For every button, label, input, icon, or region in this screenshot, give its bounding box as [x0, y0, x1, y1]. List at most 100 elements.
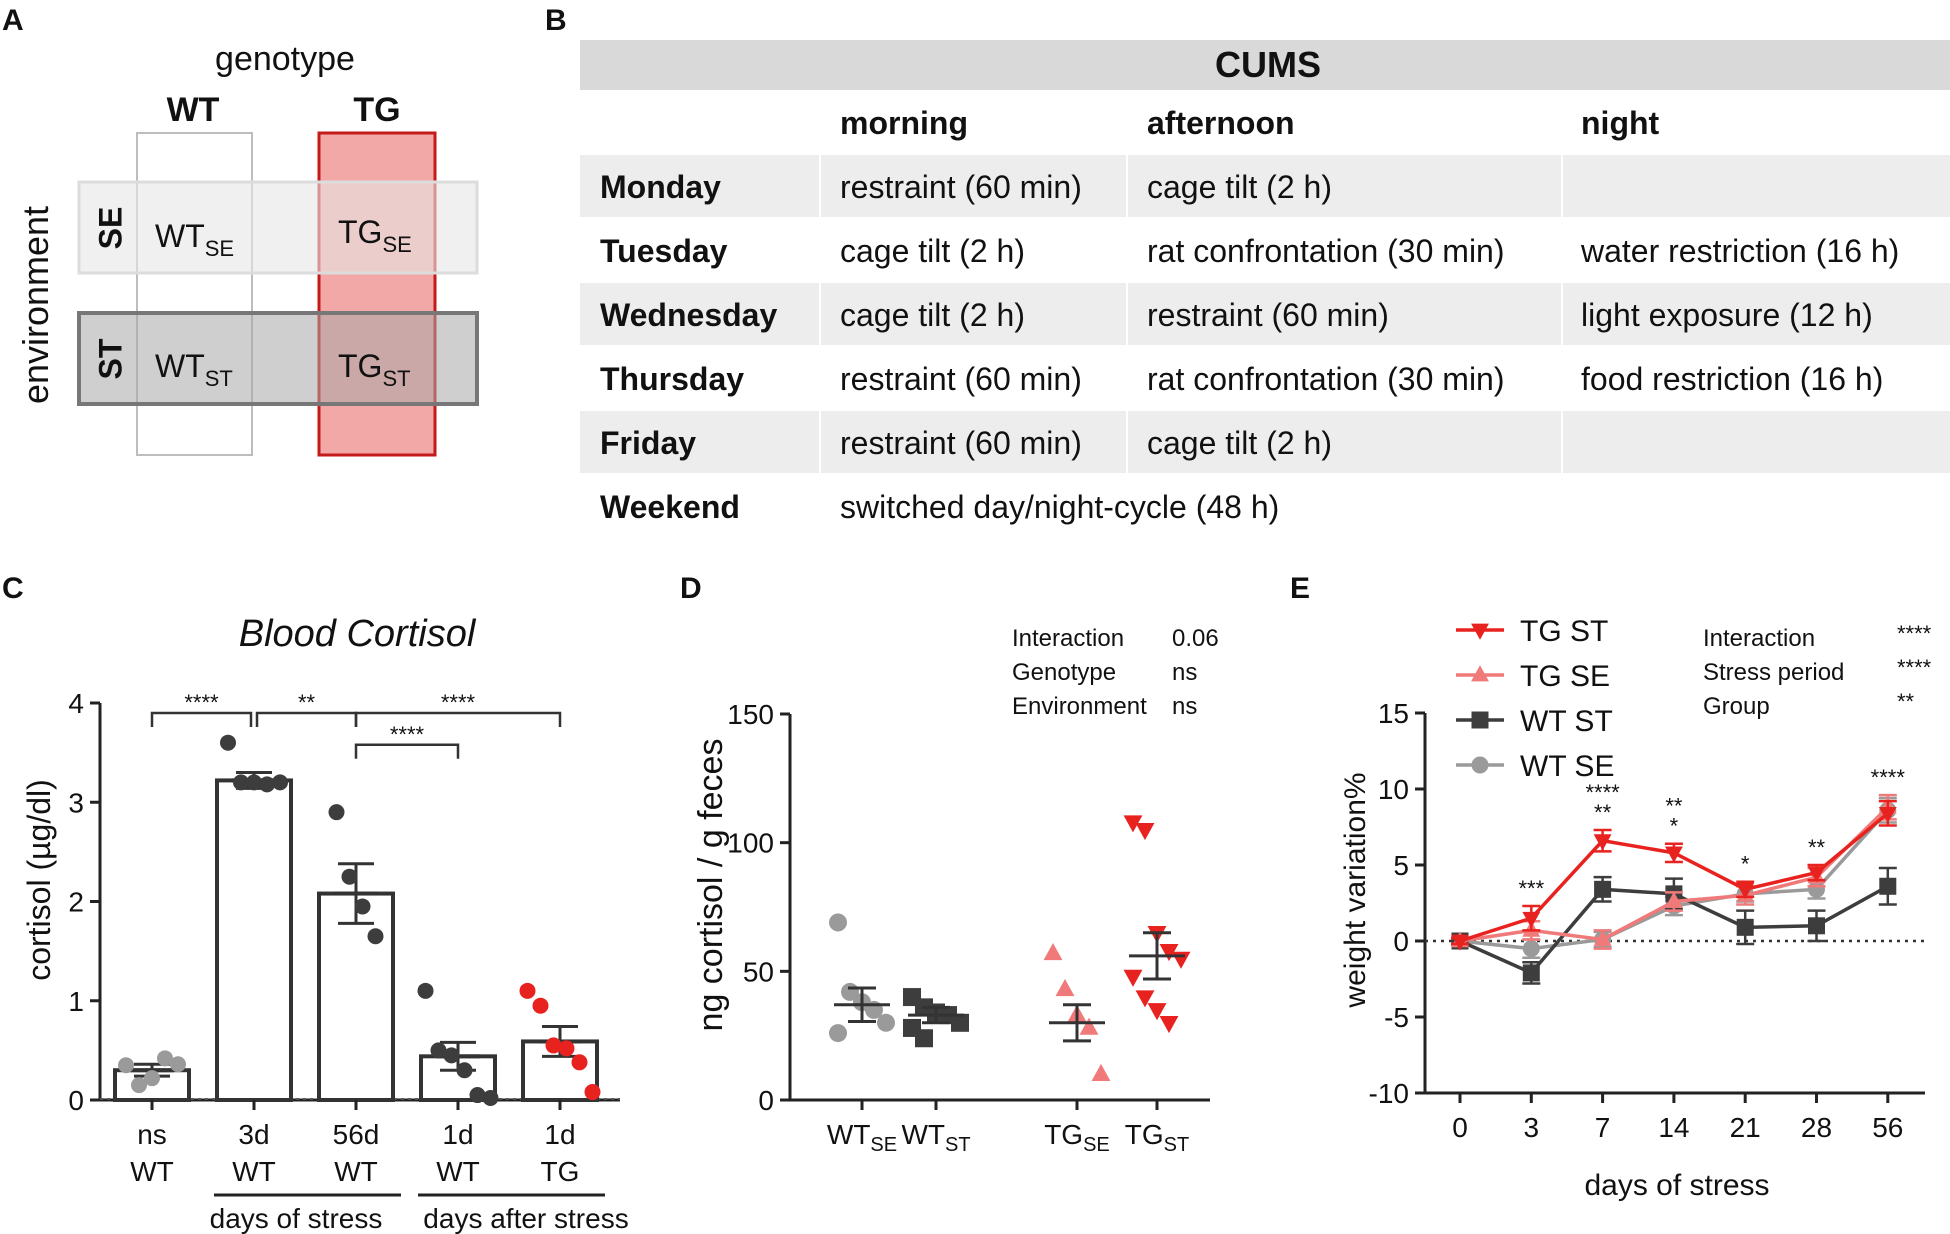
stats-value: **	[1897, 689, 1915, 714]
row-morning: cage tilt (2 h)	[840, 233, 1025, 269]
data-point	[829, 1024, 847, 1043]
data-point	[1736, 918, 1754, 936]
y-tick-label: 3	[68, 787, 84, 818]
x-tick-label: 21	[1730, 1112, 1761, 1143]
significance-bracket: **	[255, 690, 358, 727]
data-point	[170, 1056, 186, 1073]
table-row: Wednesday cage tilt (2 h) restraint (60 …	[600, 297, 1873, 333]
significance-label: ****	[441, 690, 476, 715]
chart-e-plot: -10 -5 0 5 10 15 0 3 7 14 21 28 56 TG ST TG SE WT ST WT …	[1369, 615, 1932, 1143]
significance-label: *	[1670, 814, 1679, 839]
row-night: water restriction (16 h)	[1580, 233, 1899, 269]
x-tick-label: 1d	[442, 1119, 473, 1150]
x-tick-label: 0	[1452, 1112, 1468, 1143]
y-tick-label: -10	[1369, 1078, 1409, 1109]
panel-e: E weight variation% days of stress -10 -5…	[1290, 572, 1932, 1202]
x-tick-label: 28	[1801, 1112, 1832, 1143]
se-row-box	[77, 180, 479, 275]
data-point	[341, 868, 358, 885]
x-tick-label: 7	[1595, 1112, 1611, 1143]
legend-marker	[1471, 665, 1489, 682]
data-point	[1171, 951, 1191, 969]
legend-label: WT SE	[1520, 750, 1614, 783]
stats-value: ****	[1897, 655, 1932, 680]
data-point	[1593, 834, 1612, 851]
cums-title: CUMS	[1215, 44, 1321, 85]
row-day: Wednesday	[600, 297, 777, 333]
row-bg-friday	[580, 411, 1950, 473]
significance-label: ***	[1518, 876, 1544, 901]
significance-label: ****	[1871, 765, 1906, 790]
cell-wt-se: WTSE	[155, 218, 234, 261]
data-point	[328, 804, 345, 821]
row-day: Tuesday	[600, 233, 728, 269]
significance-label: ****	[184, 690, 219, 715]
x-tick-label: TG	[541, 1156, 580, 1187]
data-point	[1451, 934, 1469, 951]
data-point	[157, 1050, 173, 1067]
bracket-line	[354, 743, 460, 759]
data-point	[1878, 806, 1897, 824]
row-day: Thursday	[600, 361, 744, 397]
bracket-line	[150, 711, 253, 727]
row-st-label: ST	[92, 338, 128, 379]
data-point	[118, 1057, 134, 1074]
significance-annotation: ***	[1518, 876, 1544, 901]
data-point	[1664, 891, 1683, 908]
data-point	[1664, 846, 1683, 863]
header-night: night	[1581, 105, 1660, 141]
table-row: Friday restraint (60 min) cage tilt (2 h…	[600, 425, 1332, 461]
row-bg-monday	[580, 155, 1950, 217]
y-tick-label: 100	[727, 828, 774, 859]
row-afternoon: cage tilt (2 h)	[1147, 169, 1332, 205]
data-point	[1879, 877, 1897, 895]
data-point	[571, 1054, 588, 1071]
data-point	[1147, 1003, 1167, 1021]
y-tick-label: 15	[1378, 698, 1409, 729]
stats-value: ns	[1172, 693, 1197, 720]
legend-label: WT ST	[1520, 705, 1613, 738]
y-tick-label: 4	[68, 688, 84, 719]
data-point	[131, 1077, 147, 1094]
cell-tg-st: TGST	[338, 348, 411, 391]
data-point	[584, 1084, 601, 1101]
row-morning: restraint (60 min)	[840, 425, 1082, 461]
row-bg-wednesday	[580, 283, 1950, 345]
data-point	[1159, 943, 1179, 962]
panel-letter-c: C	[2, 572, 24, 605]
row-night: food restriction (16 h)	[1581, 361, 1883, 397]
data-point	[915, 1029, 933, 1048]
st-row-box	[77, 311, 479, 406]
x-tick-label: 56	[1872, 1112, 1903, 1143]
panel-letter-a: A	[2, 4, 24, 37]
stats-name: Environment	[1012, 693, 1147, 720]
bracket-line	[255, 711, 358, 727]
data-point	[430, 1042, 447, 1059]
data-point	[1043, 942, 1063, 961]
y-tick-label: 0	[68, 1085, 84, 1116]
data-point	[1123, 969, 1143, 987]
significance-label: ****	[390, 722, 425, 747]
table-row: Thursday restraint (60 min) rat confront…	[600, 361, 1883, 397]
data-point	[1736, 882, 1755, 900]
data-point	[1079, 1017, 1099, 1035]
table-row-weekend: Weekend switched day/night-cycle (48 h)	[600, 489, 1279, 525]
panel-letter-e: E	[1290, 572, 1310, 605]
panel-letter-d: D	[680, 572, 702, 605]
stats-name: Stress period	[1703, 659, 1844, 686]
x-tick-label: WT	[436, 1156, 480, 1187]
genotype-title: genotype	[215, 40, 355, 78]
x-tick-label: WT	[130, 1156, 174, 1187]
row-day: Friday	[600, 425, 696, 461]
data-point	[1159, 1016, 1179, 1034]
data-point	[877, 1013, 895, 1032]
significance-label: **	[1665, 794, 1683, 819]
data-point	[545, 1037, 562, 1054]
data-point	[1522, 911, 1541, 928]
data-point	[1807, 866, 1826, 883]
data-point	[1091, 1063, 1111, 1082]
data-point	[272, 774, 288, 791]
bracket-line	[354, 711, 562, 727]
error-bar	[1143, 931, 1171, 981]
data-point	[1522, 964, 1540, 982]
